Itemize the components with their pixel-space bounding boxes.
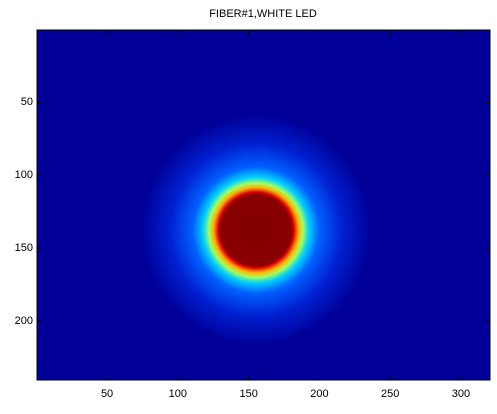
axes-frame (36, 29, 491, 381)
x-tick-label: 100 (169, 388, 187, 400)
y-tick-label: 150 (15, 242, 33, 254)
x-tick-label: 250 (381, 388, 399, 400)
chart-title: FIBER#1,WHITE LED (209, 8, 317, 20)
x-tick-label: 150 (239, 388, 257, 400)
x-tick-label: 300 (452, 388, 470, 400)
y-tick-label: 200 (15, 315, 33, 327)
x-tick-label: 200 (310, 388, 328, 400)
x-tick-label: 50 (101, 388, 113, 400)
y-tick-label: 50 (21, 96, 33, 108)
y-tick-label: 100 (15, 169, 33, 181)
image-spot (37, 30, 490, 380)
